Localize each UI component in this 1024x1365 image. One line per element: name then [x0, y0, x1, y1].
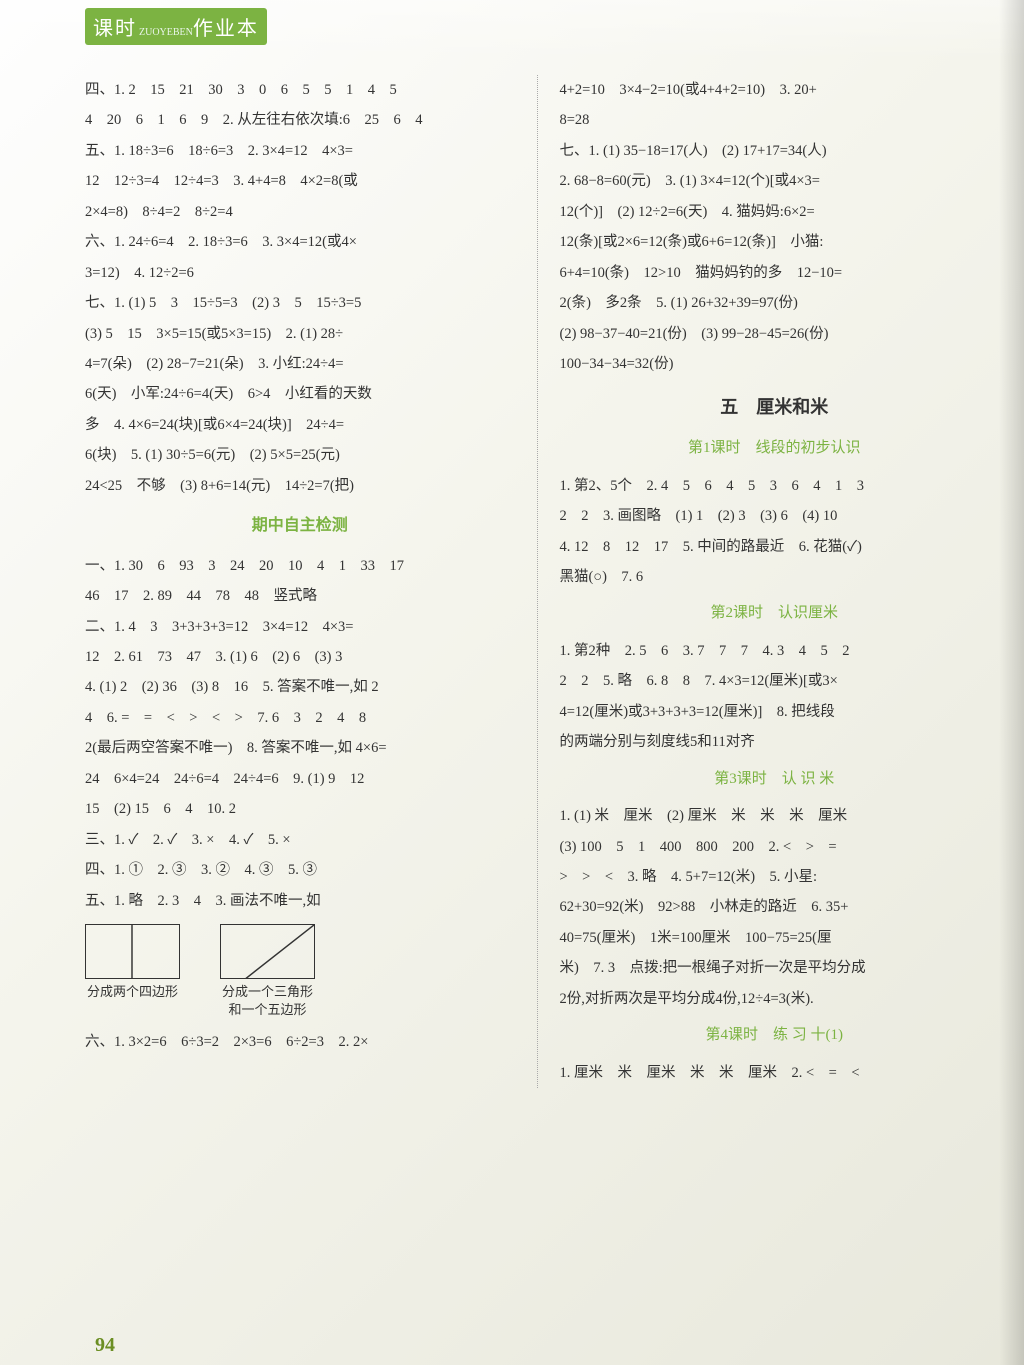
answer-line: 七、1. (1) 35−18=17(人) (2) 17+17=34(人): [560, 136, 990, 166]
answer-line: > > < 3. 略 4. 5+7=12(米) 5. 小星:: [560, 862, 990, 892]
answer-line: 六、1. 24÷6=4 2. 18÷3=6 3. 3×4=12(或4×: [85, 227, 515, 257]
answer-line: 2×4=8) 8÷4=2 8÷2=4: [85, 197, 515, 227]
column-divider: [537, 75, 538, 1088]
page-number: 94: [95, 1334, 115, 1357]
answer-line: 2(条) 多2条 5. (1) 26+32+39=97(份): [560, 288, 990, 318]
answer-line: 2(最后两空答案不唯一) 8. 答案不唯一,如 4×6=: [85, 733, 515, 763]
answer-line: 12(个)] (2) 12÷2=6(天) 4. 猫妈妈:6×2=: [560, 197, 990, 227]
answer-line: 4=7(朵) (2) 28−7=21(朵) 3. 小红:24÷4=: [85, 349, 515, 379]
answer-line: 12 12÷3=4 12÷4=3 3. 4+4=8 4×2=8(或: [85, 166, 515, 196]
answer-line: 6+4=10(条) 12>10 猫妈妈钓的多 12−10=: [560, 258, 990, 288]
answer-line: 4=12(厘米)或3+3+3+3=12(厘米)] 8. 把线段: [560, 697, 990, 727]
answer-line: 1. (1) 米 厘米 (2) 厘米 米 米 米 厘米: [560, 801, 990, 831]
title-main: 课时: [93, 18, 137, 40]
right-column: 4+2=10 3×4−2=10(或4+4+2=10) 3. 20+ 8=28 七…: [560, 75, 990, 1088]
left-column: 四、1. 2 15 21 30 3 0 6 5 5 1 4 5 4 20 6 1…: [85, 75, 515, 1088]
answer-line: 4. (1) 2 (2) 36 (3) 8 16 5. 答案不唯一,如 2: [85, 672, 515, 702]
diagram-item-2: 分成一个三角形 和一个五边形: [220, 924, 315, 1019]
answer-line: 二、1. 4 3 3+3+3+3=12 3×4=12 4×3=: [85, 612, 515, 642]
answer-line: 多 4. 4×6=24(块)[或6×4=24(块)] 24÷4=: [85, 410, 515, 440]
answer-line: 12 2. 61 73 47 3. (1) 6 (2) 6 (3) 3: [85, 642, 515, 672]
answer-line: 四、1. 2 15 21 30 3 0 6 5 5 1 4 5: [85, 75, 515, 105]
answer-line: 五、1. 略 2. 3 4 3. 画法不唯一,如: [85, 886, 515, 916]
answer-line: 4 6. = = < > < > 7. 6 3 2 4 8: [85, 703, 515, 733]
answer-line: (3) 5 15 3×5=15(或5×3=15) 2. (1) 28÷: [85, 319, 515, 349]
diagram-row: 分成两个四边形 分成一个三角形 和一个五边形: [85, 924, 515, 1019]
title-pinyin: ZUOYEBEN: [139, 27, 193, 38]
answer-line: 六、1. 3×2=6 6÷3=2 2×3=6 6÷2=3 2. 2×: [85, 1027, 515, 1057]
title-sub: 作业本: [193, 18, 259, 40]
answer-line: 4+2=10 3×4−2=10(或4+4+2=10) 3. 20+: [560, 75, 990, 105]
chapter-title: 五 厘米和米: [560, 389, 990, 427]
answer-line: 4. 12 8 12 17 5. 中间的路最近 6. 花猫(✓): [560, 532, 990, 562]
answer-line: 24 6×4=24 24÷6=4 24÷4=6 9. (1) 9 12: [85, 764, 515, 794]
answer-line: 四、1. ① 2. ③ 3. ② 4. ③ 5. ③: [85, 855, 515, 885]
answer-line: 1. 第2、5个 2. 4 5 6 4 5 3 6 4 1 3: [560, 471, 990, 501]
answer-line: 七、1. (1) 5 3 15÷5=3 (2) 3 5 15÷3=5: [85, 288, 515, 318]
diagram-item-1: 分成两个四边形: [85, 924, 180, 1001]
content-area: 四、1. 2 15 21 30 3 0 6 5 5 1 4 5 4 20 6 1…: [85, 75, 989, 1088]
rectangle-shape-2: [220, 924, 315, 979]
answer-line: 8=28: [560, 105, 990, 135]
answer-line: 6(天) 小军:24÷6=4(天) 6>4 小红看的天数: [85, 379, 515, 409]
answer-line: 62+30=92(米) 92>88 小林走的路近 6. 35+: [560, 892, 990, 922]
answer-line: 3=12) 4. 12÷2=6: [85, 258, 515, 288]
answer-line: 6(块) 5. (1) 30÷5=6(元) (2) 5×5=25(元): [85, 440, 515, 470]
answer-line: 1. 厘米 米 厘米 米 米 厘米 2. < = <: [560, 1058, 990, 1088]
answer-line: 2. 68−8=60(元) 3. (1) 3×4=12(个)[或4×3=: [560, 166, 990, 196]
answer-line: 2份,对折两次是平均分成4份,12÷4=3(米).: [560, 984, 990, 1014]
answer-line: 的两端分别与刻度线5和11对齐: [560, 727, 990, 757]
answer-line: 12(条)[或2×6=12(条)或6+6=12(条)] 小猫:: [560, 227, 990, 257]
answer-line: 4 20 6 1 6 9 2. 从左往右依次填:6 25 6 4: [85, 105, 515, 135]
binding-shadow: [999, 0, 1024, 1365]
answer-line: (2) 98−37−40=21(份) (3) 99−28−45=26(份): [560, 319, 990, 349]
lesson-title-4: 第4课时 练 习 十(1): [560, 1020, 990, 1052]
answer-line: 一、1. 30 6 93 3 24 20 10 4 1 33 17: [85, 551, 515, 581]
answer-line: 五、1. 18÷3=6 18÷6=3 2. 3×4=12 4×3=: [85, 136, 515, 166]
answer-line: 24<25 不够 (3) 8+6=14(元) 14÷2=7(把): [85, 471, 515, 501]
midtest-title: 期中自主检测: [85, 509, 515, 543]
page: 课时ZUOYEBEN作业本 四、1. 2 15 21 30 3 0 6 5 5 …: [0, 0, 1024, 1365]
answer-line: 46 17 2. 89 44 78 48 竖式略: [85, 581, 515, 611]
answer-line: 黑猫(○) 7. 6: [560, 562, 990, 592]
diagram-caption: 分成一个三角形 和一个五边形: [220, 983, 315, 1019]
book-title-badge: 课时ZUOYEBEN作业本: [85, 8, 267, 45]
answer-line: 15 (2) 15 6 4 10. 2: [85, 794, 515, 824]
diagram-caption: 分成两个四边形: [85, 983, 180, 1001]
lesson-title-1: 第1课时 线段的初步认识: [560, 433, 990, 465]
answer-line: 2 2 3. 画图略 (1) 1 (2) 3 (3) 6 (4) 10: [560, 501, 990, 531]
answer-line: 三、1. ✓ 2. ✓ 3. × 4. ✓ 5. ×: [85, 825, 515, 855]
answer-line: 米) 7. 3 点拨:把一根绳子对折一次是平均分成: [560, 953, 990, 983]
answer-line: 1. 第2种 2. 5 6 3. 7 7 7 4. 3 4 5 2: [560, 636, 990, 666]
lesson-title-2: 第2课时 认识厘米: [560, 598, 990, 630]
answer-line: (3) 100 5 1 400 800 200 2. < > =: [560, 832, 990, 862]
answer-line: 2 2 5. 略 6. 8 8 7. 4×3=12(厘米)[或3×: [560, 666, 990, 696]
answer-line: 100−34−34=32(份): [560, 349, 990, 379]
answer-line: 40=75(厘米) 1米=100厘米 100−75=25(厘: [560, 923, 990, 953]
rectangle-shape-1: [85, 924, 180, 979]
lesson-title-3: 第3课时 认 识 米: [560, 764, 990, 796]
